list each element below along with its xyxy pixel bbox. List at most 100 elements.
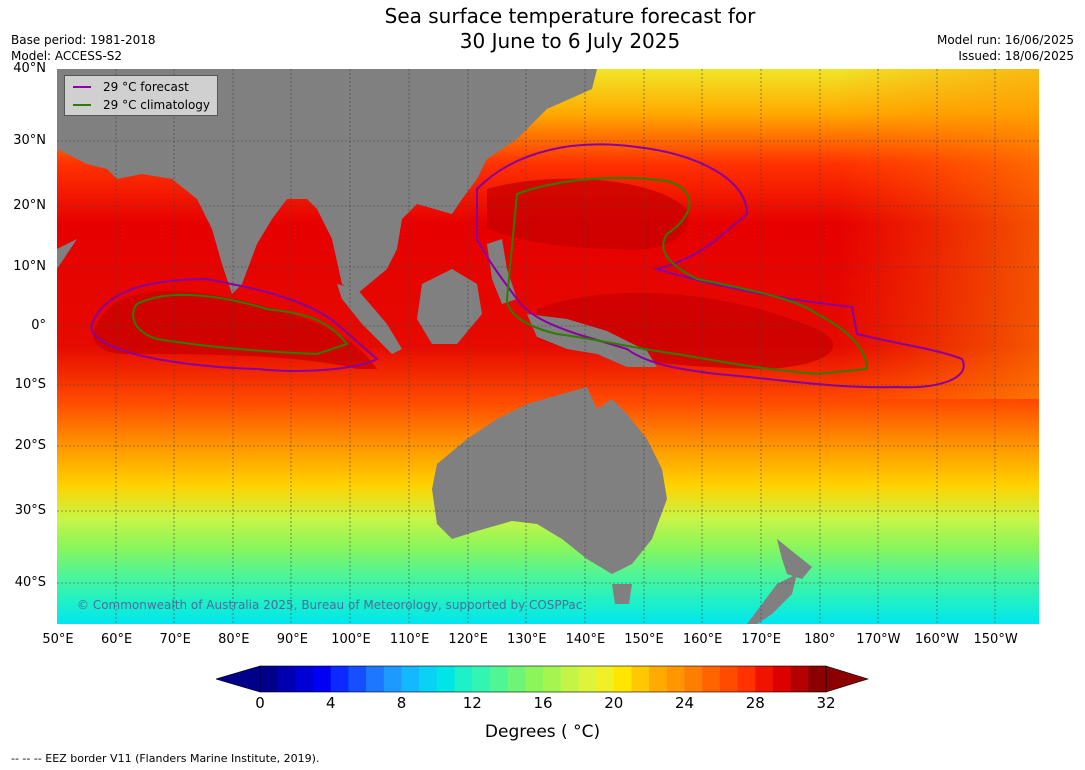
- climatology-29c-contour: [132, 176, 869, 376]
- forecast-line-swatch: [73, 86, 91, 88]
- land-australia: [432, 387, 667, 574]
- colorbar-bin: [295, 666, 314, 692]
- legend-forecast-label: 29 °C forecast: [103, 80, 189, 94]
- colorbar-tick-label: 16: [533, 694, 553, 712]
- colorbar-bin: [560, 666, 579, 692]
- colorbar-tick-label: 4: [325, 694, 336, 712]
- land-arabia: [57, 239, 77, 269]
- longitude-label: 160°E: [682, 632, 723, 647]
- longitude-label: 130°E: [507, 632, 547, 647]
- warm-pool-indian: [93, 290, 377, 369]
- land-asia: [57, 69, 597, 294]
- latitude-label: 0°: [31, 318, 46, 333]
- colorbar-tick-label: 8: [396, 694, 407, 712]
- colorbar-bin: [489, 666, 509, 692]
- model-run: Model run: 16/06/2025: [936, 33, 1074, 47]
- colorbar-bin: [313, 666, 332, 692]
- colorbar-bin: [719, 666, 739, 692]
- colorbar-bin: [808, 666, 827, 692]
- longitude-label: 60°E: [100, 632, 133, 647]
- legend-climatology-label: 29 °C climatology: [103, 98, 211, 112]
- colorbar-bin: [666, 666, 685, 692]
- colorbar-bin: [543, 666, 562, 692]
- colorbar-bin: [348, 666, 367, 692]
- colorbar-bin: [454, 666, 473, 692]
- latitude-label: 40°S: [14, 575, 46, 590]
- colorbar-bin: [525, 666, 544, 692]
- colorbar-tick-label: 12: [462, 694, 482, 712]
- colorbar-tick-label: 28: [745, 694, 765, 712]
- colorbar-bin: [684, 666, 703, 692]
- longitude-label: 180°: [804, 632, 836, 647]
- longitude-label: 160°W: [914, 632, 960, 647]
- colorbar-bin: [772, 666, 792, 692]
- latitude-label: 30°N: [13, 133, 46, 148]
- longitude-label: 100°E: [331, 632, 371, 647]
- colorbar-bin: [702, 666, 721, 692]
- colorbar-bin: [436, 666, 456, 692]
- map-legend: 29 °C forecast 29 °C climatology: [64, 75, 218, 116]
- colorbar-bin: [755, 666, 774, 692]
- colorbar-bin: [419, 666, 438, 692]
- colorbar-tick-label: 20: [604, 694, 624, 712]
- land-sumatra: [337, 284, 402, 354]
- land-new-zealand-north: [777, 539, 812, 579]
- longitude-label: 140°E: [565, 632, 606, 647]
- warm-pool-pacific: [487, 178, 689, 250]
- title-line-2: 30 June to 6 July 2025: [459, 29, 681, 53]
- colorbar-tick-label: 0: [255, 694, 265, 712]
- latitude-label: 10°S: [14, 377, 46, 392]
- colorbar-bin: [277, 666, 296, 692]
- latitude-label: 20°N: [13, 198, 46, 213]
- latitude-label: 20°S: [14, 438, 46, 453]
- colorbar-bin: [649, 666, 668, 692]
- copyright-notice: © Commonwealth of Australia 2025, Bureau…: [77, 598, 583, 612]
- land-new-zealand-south: [747, 574, 797, 624]
- colorbar: [216, 665, 870, 693]
- colorbar-bin: [260, 666, 279, 692]
- colorbar-bin: [737, 666, 756, 692]
- colorbar-bin: [472, 666, 491, 692]
- land-borneo: [417, 269, 482, 344]
- colorbar-tick-label: 32: [816, 694, 836, 712]
- latitude-label: 30°S: [14, 503, 46, 518]
- longitude-label: 70°E: [159, 632, 191, 647]
- longitude-label: 170°E: [741, 632, 781, 647]
- model-name: Model: ACCESS-S2: [11, 49, 123, 63]
- colorbar-bin: [790, 666, 809, 692]
- sst-map: [57, 69, 1039, 624]
- longitude-label: 170°W: [856, 632, 901, 647]
- longitude-label: 50°E: [42, 632, 74, 647]
- graticule: [57, 69, 1039, 624]
- longitude-label: 150°W: [973, 632, 1018, 647]
- colorbar-bin: [401, 666, 420, 692]
- colorbar-bin: [507, 666, 526, 692]
- latitude-label: 40°N: [13, 61, 46, 76]
- colorbar-bin: [330, 666, 349, 692]
- colorbar-bin: [383, 666, 402, 692]
- latitude-label: 10°N: [13, 259, 46, 274]
- eastern-pacific-shade: [837, 69, 1039, 399]
- chart-title: Sea surface temperature forecast for 30 …: [0, 4, 1085, 54]
- longitude-label: 110°E: [389, 632, 430, 647]
- colorbar-bin: [631, 666, 650, 692]
- colorbar-extend-low: [216, 665, 261, 693]
- legend-forecast: 29 °C forecast: [73, 79, 189, 95]
- longitude-label: 120°E: [448, 632, 488, 647]
- eez-footnote: -- -- -- EEZ border V11 (Flanders Marine…: [11, 752, 320, 765]
- forecast-29c-contour: [90, 143, 965, 389]
- issued-date: Issued: 18/06/2025: [958, 49, 1074, 63]
- colorbar-bin: [613, 666, 632, 692]
- base-period: Base period: 1981-2018: [11, 33, 156, 47]
- land-tasmania: [612, 584, 632, 604]
- longitude-label: 150°E: [624, 632, 664, 647]
- legend-climatology: 29 °C climatology: [73, 97, 210, 113]
- colorbar-frame: [259, 665, 827, 693]
- colorbar-title: Degrees ( °C): [484, 722, 601, 742]
- colorbar-bin: [578, 666, 597, 692]
- colorbar-extend-high: [825, 665, 870, 693]
- title-line-1: Sea surface temperature forecast for: [384, 4, 756, 28]
- meta-right: Model run: 16/06/2025 Issued: 18/06/2025: [937, 32, 1074, 64]
- colorbar-tick-label: 24: [674, 694, 695, 712]
- meta-left: Base period: 1981-2018 Model: ACCESS-S2: [11, 32, 156, 64]
